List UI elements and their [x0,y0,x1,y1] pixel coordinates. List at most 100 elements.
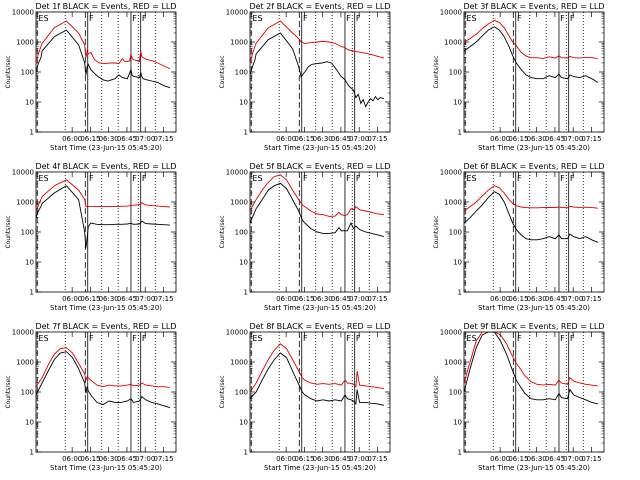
y-tick-label: 1 [244,129,248,137]
y-tick-label: 100 [235,69,248,77]
panel-title: Det 3f BLACK = Events, RED = LLD [463,2,604,11]
panel-title: Det 4f BLACK = Events, RED = LLD [35,162,176,171]
y-axis-label: Counts/sec [219,55,226,88]
x-tick-label: 06:45 [545,455,565,463]
x-tick-label: 06:45 [117,135,137,143]
x-tick-label: 06:00 [276,135,296,143]
y-tick-label: 100 [21,389,34,397]
y-tick-label: 100 [235,389,248,397]
series-line-events [250,32,385,108]
x-tick-label: 06:30 [527,295,547,303]
x-tick-label: 06:15 [294,455,314,463]
x-tick-label: 06:30 [99,135,119,143]
y-tick-label: 10 [239,99,248,107]
y-tick-label: 1000 [230,359,248,367]
x-tick-label: 06:00 [62,455,82,463]
plot-content: ES F F F [464,12,599,132]
marker-flag-label: F [570,14,575,23]
series-line-lld [464,20,598,60]
marker-flag-label: F [356,14,361,23]
y-tick-label: 1000 [230,199,248,207]
x-tick-label: 07:15 [153,295,173,303]
x-axis-label: Start Time (23-Jun-15 05:45:20) [50,304,162,312]
y-tick-label: 1 [458,289,462,297]
y-tick-label: 1000 [16,359,34,367]
panel-title: Det 7f BLACK = Events, RED = LLD [35,322,176,331]
series-line-lld [464,332,598,387]
x-axis-label: Start Time (23-Jun-15 05:45:20) [264,144,376,152]
x-tick-label: 06:45 [545,135,565,143]
x-tick-label: 07:00 [349,295,369,303]
panel-det-7: Det 7f BLACK = Events, RED = LLD 1 10 100 10… [5,322,177,472]
y-tick-label: 10000 [12,169,34,177]
marker-flag-label: ES [252,334,262,343]
x-tick-label: 07:00 [563,295,583,303]
y-tick-label: 100 [449,229,462,237]
y-axis-label: Counts/sec [433,55,440,88]
series-line-lld [464,185,598,212]
x-tick-label: 06:30 [527,455,547,463]
marker-flag-label: F [303,334,308,343]
y-tick-label: 1000 [16,39,34,47]
x-tick-label: 06:15 [508,295,528,303]
panel-title: Det 6f BLACK = Events, RED = LLD [463,162,604,171]
marker-flag-label: F [142,334,147,343]
series-line-events [464,26,599,83]
marker-flag-label: F [356,334,361,343]
x-tick-label: 07:15 [367,455,387,463]
plot-content: ES F F F [250,12,385,132]
x-tick-label: 07:00 [135,455,155,463]
marker-flag-label: F [346,334,351,343]
x-tick-label: 06:30 [313,455,333,463]
marker-flag-label: F [517,174,522,183]
x-tick-label: 06:00 [490,295,510,303]
marker-flag-label: F [560,14,565,23]
marker-flag-label: ES [466,334,476,343]
marker-flag-label: F [560,334,565,343]
x-tick-label: 07:15 [153,455,173,463]
x-axis-label: Start Time (23-Jun-15 05:45:20) [50,144,162,152]
x-tick-label: 07:00 [349,135,369,143]
x-tick-label: 06:30 [527,135,547,143]
x-tick-label: 06:45 [331,295,351,303]
marker-flag-label: ES [38,174,48,183]
marker-flag-label: F [132,174,137,183]
x-tick-label: 06:30 [313,135,333,143]
series-line-events [250,182,385,238]
y-tick-label: 1 [458,129,462,137]
plot-content: ES F F F [250,332,385,452]
y-tick-label: 1 [244,449,248,457]
marker-flag-label: F [346,174,351,183]
y-tick-label: 10000 [226,329,248,337]
panel-title: Det 8f BLACK = Events, RED = LLD [249,322,390,331]
panel-title: Det 9f BLACK = Events, RED = LLD [463,322,604,331]
y-tick-label: 1 [244,289,248,297]
series-line-lld [250,343,384,393]
x-tick-label: 06:30 [313,295,333,303]
x-tick-label: 06:00 [276,455,296,463]
marker-flag-label: F [303,174,308,183]
series-line-events [464,332,599,405]
x-tick-label: 06:00 [62,135,82,143]
y-tick-label: 100 [449,389,462,397]
panel-det-2: Det 2f BLACK = Events, RED = LLD 1 10 100 10… [219,2,391,152]
x-tick-label: 06:15 [508,135,528,143]
y-axis-label: Counts/sec [219,215,226,248]
panel-det-1: Det 1f BLACK = Events, RED = LLD 1 10 100 10… [5,2,177,152]
x-tick-label: 06:00 [490,455,510,463]
series-line-events [250,352,385,406]
x-axis-label: Start Time (23-Jun-15 05:45:20) [478,144,590,152]
y-tick-label: 10 [25,259,34,267]
y-tick-label: 10 [239,259,248,267]
panel-title: Det 2f BLACK = Events, RED = LLD [249,2,390,11]
y-tick-label: 10000 [12,329,34,337]
y-tick-label: 100 [21,69,34,77]
x-tick-label: 07:15 [581,135,601,143]
y-tick-label: 100 [21,229,34,237]
marker-flag-label: F [517,14,522,23]
y-tick-label: 10 [453,99,462,107]
x-axis-label: Start Time (23-Jun-15 05:45:20) [264,464,376,472]
x-tick-label: 07:00 [563,455,583,463]
marker-flag-label: F [346,14,351,23]
y-tick-label: 10 [453,419,462,427]
